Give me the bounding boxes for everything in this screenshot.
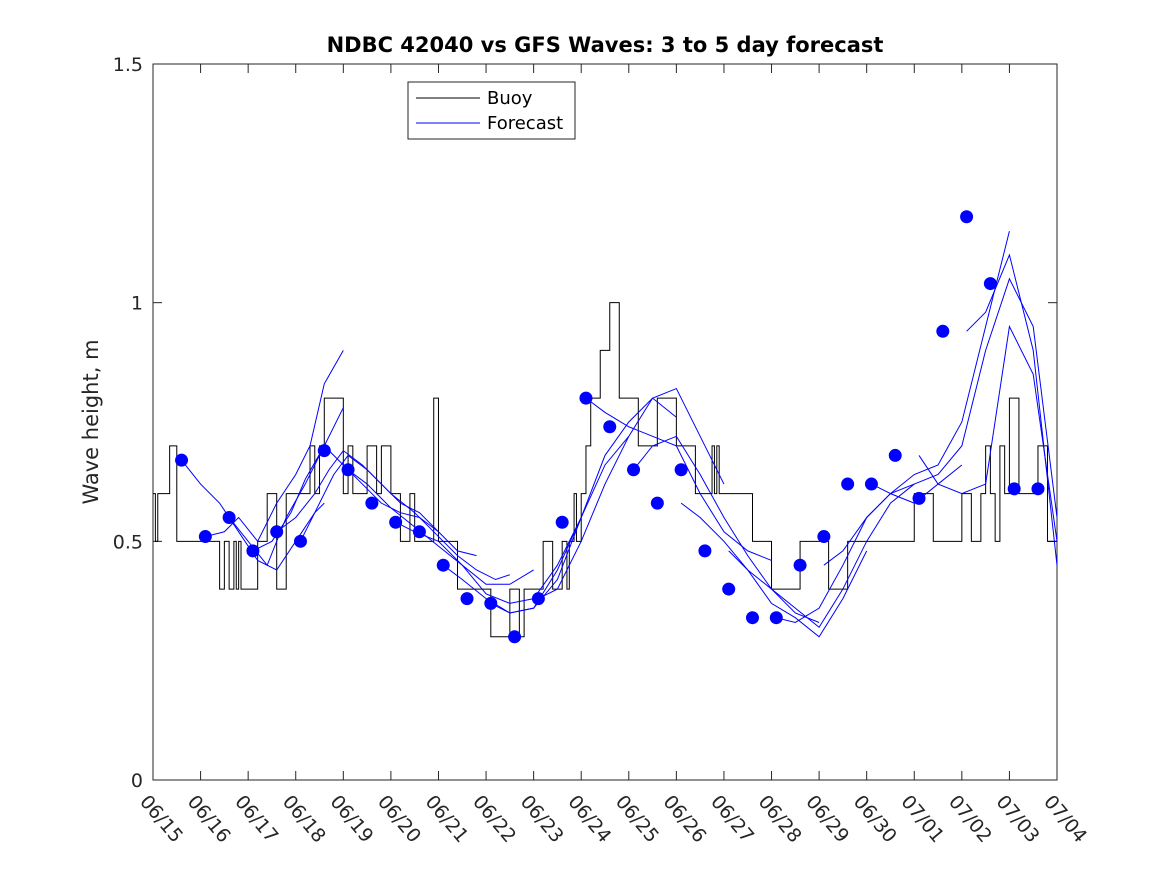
forecast-line [966, 253, 1058, 566]
forecast-point [983, 277, 997, 291]
forecast-point [270, 525, 284, 539]
forecast-line [680, 502, 868, 638]
forecast-point [531, 592, 545, 606]
forecast-line [490, 397, 677, 614]
forecast-point [912, 491, 926, 505]
forecast-line [538, 387, 725, 600]
forecast-point [389, 515, 403, 529]
y-tick-label: 0 [131, 770, 143, 792]
forecast-point [484, 596, 498, 610]
forecast-point [698, 544, 712, 558]
x-tick-label: 06/20 [373, 791, 425, 847]
forecast-line [300, 454, 511, 581]
forecast-point [293, 534, 307, 548]
x-tick-label: 06/21 [421, 791, 473, 847]
forecast-line [823, 230, 1010, 566]
x-tick-label: 06/15 [135, 791, 187, 847]
x-tick-label: 06/28 [754, 791, 806, 847]
legend-buoy-label: Buoy [487, 88, 533, 109]
forecast-point [222, 510, 236, 524]
forecast-point [317, 444, 331, 458]
x-tick-label: 06/22 [468, 791, 520, 847]
forecast-point [175, 453, 189, 467]
forecast-point [508, 630, 522, 644]
forecast-line [252, 445, 439, 552]
x-tick-label: 07/04 [1039, 791, 1091, 847]
forecast-point [579, 391, 593, 405]
buoy-line [153, 302, 1057, 638]
forecast-point [198, 530, 212, 544]
forecast-line [918, 324, 1058, 542]
forecast-point [436, 558, 450, 572]
forecast-point [650, 496, 664, 510]
forecast-line [181, 459, 325, 571]
plot-area [152, 63, 1058, 781]
x-tick-label: 06/23 [516, 791, 568, 847]
legend-box [407, 81, 576, 140]
x-tick-label: 06/27 [706, 791, 758, 847]
x-tick-label: 07/03 [992, 791, 1044, 847]
y-tick-label: 1 [131, 293, 143, 315]
forecast-point [460, 592, 474, 606]
y-axis-ticks: 0 0.5 1 1.5 [113, 54, 1057, 792]
forecast-point [888, 448, 902, 462]
legend-forecast-label: Forecast [487, 113, 563, 134]
forecast-point [793, 558, 807, 572]
y-axis-label: Wave height, m [79, 339, 103, 504]
x-tick-label: 06/30 [849, 791, 901, 847]
x-tick-label: 06/19 [325, 791, 377, 847]
forecast-point [627, 463, 641, 477]
buoy-series [153, 302, 1057, 638]
forecast-series [181, 230, 1058, 638]
forecast-point [745, 611, 759, 625]
forecast-points [175, 210, 1045, 644]
x-tick-label: 06/17 [230, 791, 282, 847]
forecast-point [936, 324, 950, 338]
forecast-point [1007, 482, 1021, 496]
forecast-point [603, 420, 617, 434]
forecast-line [633, 435, 820, 623]
x-tick-label: 06/18 [278, 791, 330, 847]
x-tick-label: 07/02 [944, 791, 996, 847]
x-tick-label: 06/24 [563, 791, 615, 847]
forecast-point [722, 582, 736, 596]
forecast-point [960, 210, 974, 224]
y-tick-label: 1.5 [113, 54, 143, 76]
y-tick-label: 0.5 [113, 531, 143, 553]
forecast-point [246, 544, 260, 558]
forecast-line [347, 469, 534, 585]
forecast-point [555, 515, 569, 529]
forecast-point [674, 463, 688, 477]
forecast-point [341, 463, 355, 477]
x-tick-label: 06/26 [659, 791, 711, 847]
forecast-point [1031, 482, 1045, 496]
forecast-point [412, 525, 426, 539]
forecast-line [728, 483, 915, 628]
forecast-point [817, 530, 831, 544]
legend: Buoy Forecast [407, 81, 576, 140]
forecast-line [585, 397, 772, 561]
x-tick-label: 06/29 [801, 791, 853, 847]
forecast-point [365, 496, 379, 510]
chart-title: NDBC 42040 vs GFS Waves: 3 to 5 day fore… [327, 33, 884, 57]
x-tick-label: 06/25 [611, 791, 663, 847]
forecast-point [841, 477, 855, 491]
x-tick-label: 07/01 [896, 791, 948, 847]
forecast-point [769, 611, 783, 625]
forecast-point [864, 477, 878, 491]
forecast-line [205, 350, 344, 543]
x-tick-label: 06/16 [183, 791, 235, 847]
forecast-line [871, 277, 1058, 518]
